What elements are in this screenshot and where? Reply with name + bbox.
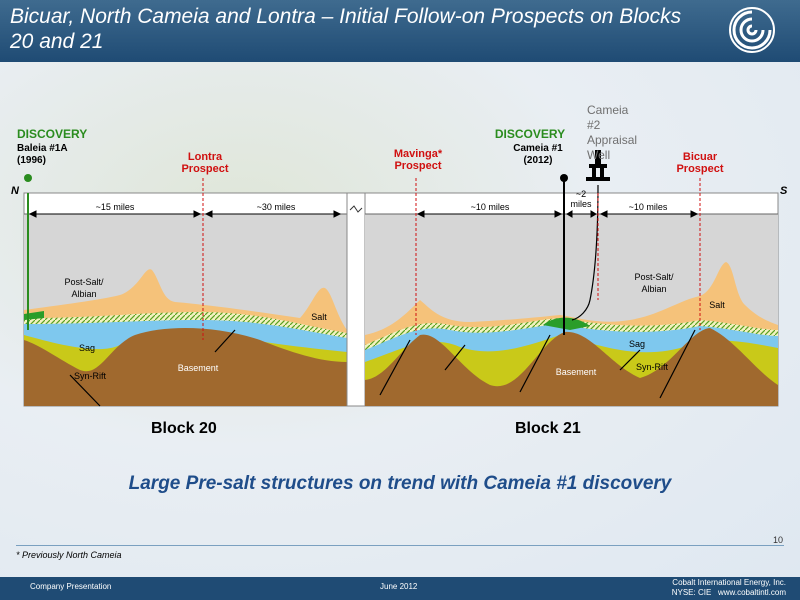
left-fault-1 xyxy=(69,374,101,407)
sag-label-right: Sag xyxy=(628,339,645,349)
baleia-year-label: (1996) xyxy=(17,155,46,166)
baleia-well-label: Baleia #1A xyxy=(17,143,68,154)
footer-bar: Company Presentation June 2012 Cobalt In… xyxy=(0,577,800,600)
left-fault-2 xyxy=(214,329,236,353)
break-squiggle xyxy=(349,205,363,213)
post-salt-label-right: Post-Salt/ Albian xyxy=(634,272,674,294)
distance-10-miles-a: ~10 miles xyxy=(470,202,510,212)
section-break xyxy=(346,192,366,407)
page-title: Bicuar, North Cameia and Lontra – Initia… xyxy=(10,5,682,53)
right-fault-3 xyxy=(519,334,551,393)
post-salt-label-left: Post-Salt/ Albian xyxy=(64,277,104,299)
baleia-well-marker xyxy=(24,174,32,182)
block-20-label: Block 20 xyxy=(151,420,217,437)
salt-label-left: Salt xyxy=(311,312,327,322)
distance-arrows xyxy=(28,210,699,218)
right-section-panel xyxy=(364,192,779,407)
bottom-rule xyxy=(16,545,784,546)
cameia1-year-label: (2012) xyxy=(523,155,553,166)
footer-date: June 2012 xyxy=(380,582,418,591)
right-basement-layer xyxy=(365,328,778,406)
left-basement-layer xyxy=(24,328,347,406)
cameia2-appraisal-label: Cameia #2 Appraisal Well xyxy=(587,103,638,162)
basement-label-right: Basement xyxy=(555,367,597,377)
cameia1-well-marker xyxy=(560,174,568,182)
cameia1-well-label: Cameia #1 xyxy=(513,143,563,154)
footnote: * Previously North Cameia xyxy=(16,550,122,560)
distance-15-miles: ~15 miles xyxy=(95,202,135,212)
discovery-label-right: DISCOVERY xyxy=(494,127,566,141)
synrift-label-left: Syn-Rift xyxy=(73,371,106,381)
mavinga-prospect-label: Mavinga* Prospect xyxy=(393,148,443,172)
footer-ticker: NYSE: CIE www.cobaltintl.com xyxy=(671,588,786,597)
south-label: S xyxy=(780,185,788,197)
header-bar: Bicuar, North Cameia and Lontra – Initia… xyxy=(0,0,800,62)
tagline: Large Pre-salt structures on trend with … xyxy=(128,473,672,494)
drilling-rig-icon xyxy=(586,150,610,181)
right-green-cap xyxy=(543,317,590,330)
basement-label-left: Basement xyxy=(177,363,219,373)
block-21-label: Block 21 xyxy=(515,420,581,437)
right-fault-5 xyxy=(659,329,696,399)
right-fault-2 xyxy=(444,344,466,371)
right-fault-1 xyxy=(379,339,411,396)
synrift-label-right: Syn-Rift xyxy=(635,362,668,372)
footer-left-text: Company Presentation xyxy=(30,582,112,591)
right-fault-4 xyxy=(619,349,641,371)
distance-2-miles: ~2 miles xyxy=(570,189,592,209)
bicuar-prospect-label: Bicuar Prospect xyxy=(676,151,724,175)
north-label: N xyxy=(11,185,19,197)
lontra-prospect-label: Lontra Prospect xyxy=(181,151,229,175)
left-section-panel xyxy=(23,192,348,407)
distance-30-miles: ~30 miles xyxy=(256,202,296,212)
salt-label-right: Salt xyxy=(709,300,725,310)
page-number: 10 xyxy=(773,535,784,545)
footer-company: Cobalt International Energy, Inc. xyxy=(672,578,786,587)
distance-10-miles-b: ~10 miles xyxy=(628,202,668,212)
discovery-label-left: DISCOVERY xyxy=(17,127,88,141)
cobalt-logo-icon xyxy=(729,7,775,53)
sag-label-left: Sag xyxy=(78,343,95,353)
